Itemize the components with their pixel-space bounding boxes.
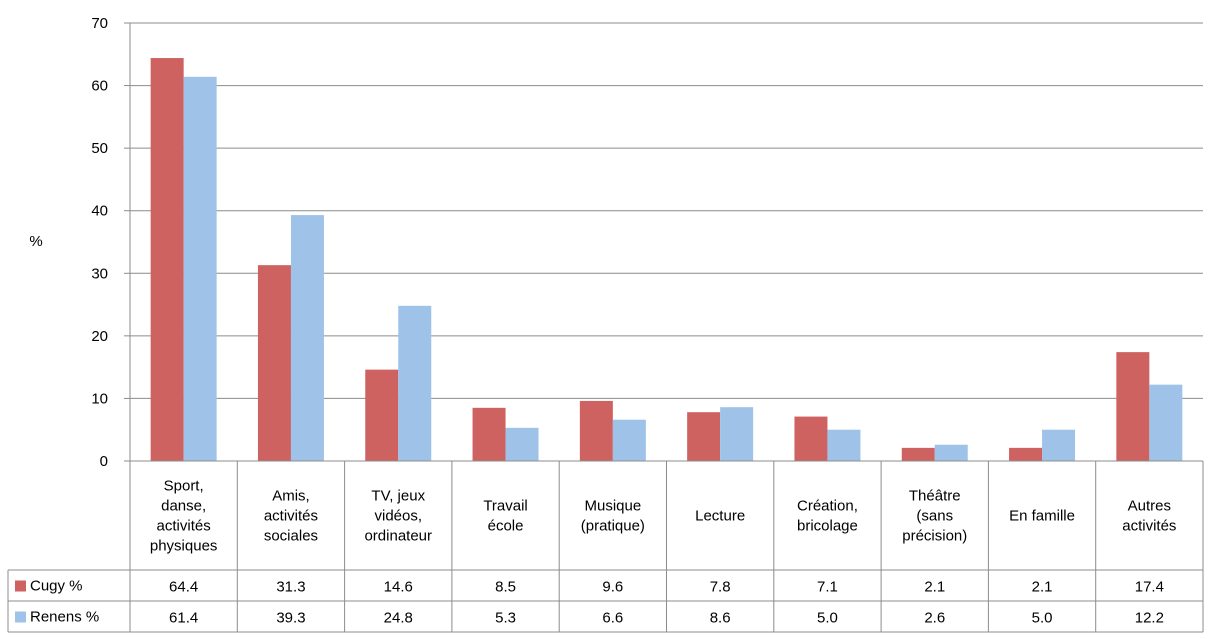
y-tick-label: 40 [91, 203, 108, 220]
table-cell-value: 5.0 [1032, 610, 1053, 627]
bar-cugy [472, 407, 506, 461]
legend-label: Cugy % [30, 578, 83, 595]
data-table: Sport, danse, activités physiques Amis, activ… [7, 460, 1204, 633]
bar-renens [934, 444, 968, 461]
bar-renens [612, 419, 646, 461]
bar-cugy [150, 58, 184, 461]
table-cell-value: 31.3 [276, 579, 305, 596]
bar-cugy [687, 412, 721, 461]
table-cell-value: 39.3 [276, 610, 305, 627]
table-cell-value: 2.1 [924, 579, 945, 596]
category-label: Musique (pratique) [581, 498, 645, 535]
table-cell-value: 7.1 [817, 579, 838, 596]
y-tick-label: 10 [91, 390, 108, 407]
table-cell-value: 17.4 [1135, 579, 1164, 596]
y-axis-label: % [29, 233, 42, 250]
table-cell-value: 9.6 [602, 579, 623, 596]
category-label: Amis, activités sociales [264, 488, 318, 545]
category-label: TV, jeux vidéos, ordinateur [364, 488, 432, 545]
category-label: Création, bricolage [797, 498, 858, 535]
bar-cugy [1009, 447, 1043, 461]
table-cell-value: 5.3 [495, 610, 516, 627]
table-cell-value: 14.6 [384, 579, 413, 596]
bar-renens [1042, 429, 1076, 461]
table-cell-value: 64.4 [169, 579, 198, 596]
table-cell-value: 7.8 [710, 579, 731, 596]
category-label: En famille [1009, 508, 1075, 525]
legend-label: Renens % [30, 609, 99, 626]
bar-cugy [794, 416, 828, 461]
legend-swatch [15, 580, 26, 592]
bar-cugy [579, 400, 613, 461]
table-cell-value: 8.6 [710, 610, 731, 627]
y-tick-label: 70 [91, 15, 108, 32]
table-cell-value: 24.8 [384, 610, 413, 627]
legend-swatch [15, 611, 26, 623]
bar-renens [398, 305, 432, 461]
category-label: Travail école [483, 498, 527, 535]
y-tick-label: 30 [91, 265, 108, 282]
y-tick-label: 50 [91, 140, 108, 157]
bars [150, 58, 1183, 461]
category-label: Autres activités [1122, 498, 1176, 535]
bar-cugy [1116, 352, 1150, 461]
category-label: Lecture [695, 508, 745, 525]
bar-cugy [257, 265, 291, 461]
table-cell-value: 6.6 [602, 610, 623, 627]
bar-renens [505, 427, 539, 461]
category-label: Sport, danse, activités physiques [150, 478, 218, 555]
bar-renens [183, 76, 217, 461]
bar-renens [720, 407, 754, 461]
category-label: Théâtre (sans précision) [902, 488, 967, 545]
y-tick-label: 0 [100, 453, 108, 470]
table-cell-value: 61.4 [169, 610, 198, 627]
bar-renens [1149, 384, 1183, 461]
bar-renens [290, 215, 324, 461]
y-tick-labels: 0 10 20 30 40 50 60 70 [91, 15, 108, 470]
bar-renens [827, 429, 861, 461]
table-cell-value: 5.0 [817, 610, 838, 627]
table-cell-value: 2.1 [1032, 579, 1053, 596]
table-cell-value: 12.2 [1135, 610, 1164, 627]
table-cell-value: 2.6 [924, 610, 945, 627]
y-tick-label: 60 [91, 78, 108, 95]
bar-cugy [365, 369, 399, 461]
table-cell-value: 8.5 [495, 579, 516, 596]
y-tick-label: 20 [91, 328, 108, 345]
bar-cugy [901, 447, 935, 461]
